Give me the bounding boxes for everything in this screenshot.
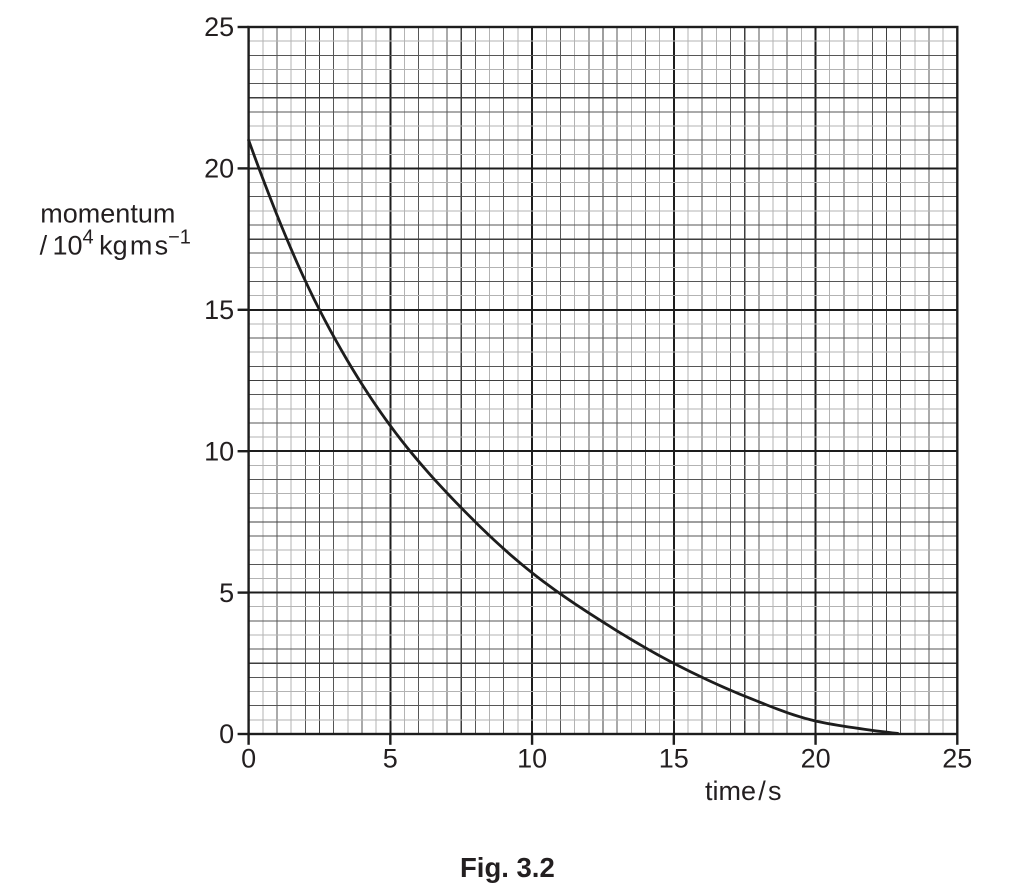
svg-text:25: 25	[204, 12, 234, 42]
svg-text:10: 10	[204, 436, 234, 466]
svg-text:10: 10	[517, 743, 547, 773]
svg-text:20: 20	[801, 743, 831, 773]
svg-text:5: 5	[383, 743, 398, 773]
svg-text:0: 0	[241, 743, 256, 773]
svg-text:5: 5	[219, 578, 234, 608]
svg-text:momentum: momentum	[40, 198, 175, 228]
svg-text:25: 25	[942, 743, 972, 773]
svg-text:Fig. 3.2: Fig. 3.2	[460, 852, 555, 883]
svg-text:15: 15	[659, 743, 689, 773]
svg-text:time / s: time / s	[705, 776, 782, 806]
svg-text:/ 104 kg m s−1: / 104 kg m s−1	[40, 227, 191, 261]
svg-text:20: 20	[204, 154, 234, 184]
svg-text:15: 15	[204, 295, 234, 325]
svg-text:0: 0	[219, 719, 234, 749]
